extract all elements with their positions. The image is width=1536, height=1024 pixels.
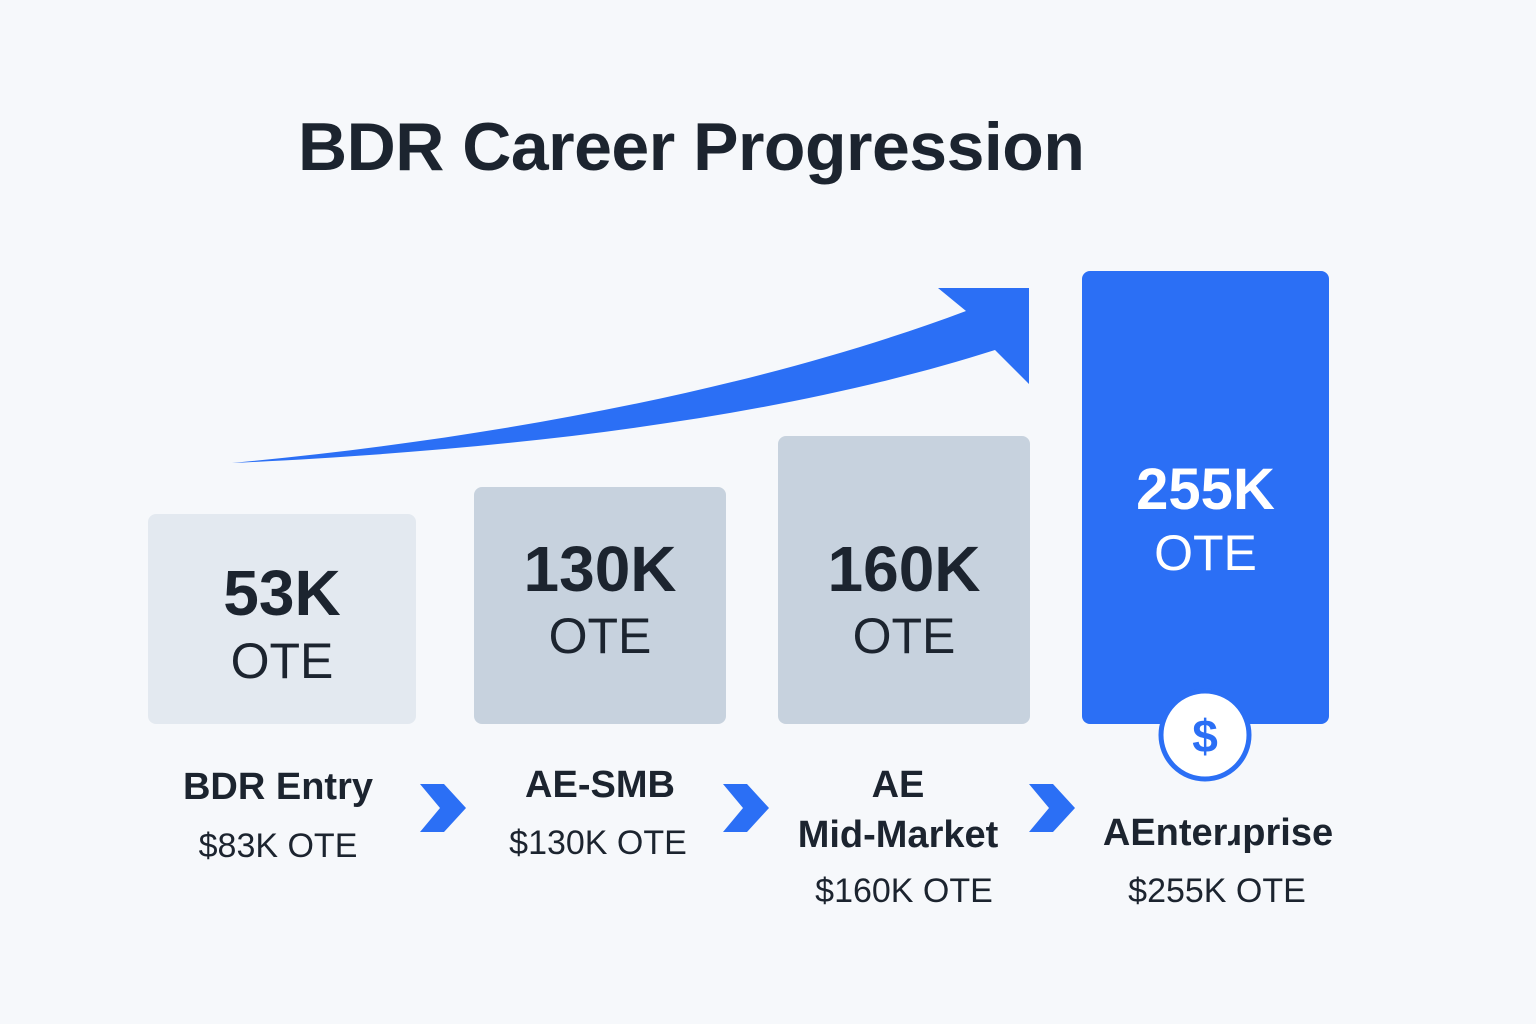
role-salary-bdr-entry: $83K OTE	[198, 827, 358, 865]
role-label-ae-enterprise: AEnterɹprise	[1102, 812, 1334, 854]
bar-3	[778, 436, 1030, 724]
role-salary-ae-smb: $130K OTE	[509, 824, 687, 862]
bar-unit-label: OTE	[231, 633, 334, 689]
svg-text:$: $	[1192, 710, 1218, 762]
role-label-bdr-entry: BDR Entry	[182, 766, 374, 808]
bar-2	[474, 487, 726, 724]
bar-unit-label: OTE	[853, 608, 956, 664]
bar-unit-label: OTE	[549, 608, 652, 664]
bar-1	[148, 514, 416, 724]
bar-value-label: 160K	[828, 533, 981, 605]
role-label-ae-mid-market: AE Mid-Market	[738, 760, 1058, 860]
trend-arrow-icon	[232, 288, 1029, 463]
chevron-right-icon	[723, 784, 769, 832]
bar-4	[1082, 271, 1329, 724]
page-title: BDR Career Progression	[298, 109, 1085, 185]
chevron-right-icon	[420, 784, 466, 832]
role-label-line-1: AE	[871, 764, 925, 806]
bar-value-label: 255K	[1136, 457, 1275, 522]
role-label-ae-smb: AE-SMB	[525, 764, 675, 806]
role-salary-ae-mid-market: $160K OTE	[815, 872, 993, 910]
bar-value-label: 53K	[223, 557, 340, 629]
bar-value-label: 130K	[524, 533, 677, 605]
bar-unit-label: OTE	[1154, 525, 1257, 581]
role-label-line-2: Mid-Market	[797, 814, 999, 856]
role-salary-ae-enterprise: $255K OTE	[1128, 872, 1306, 910]
chevron-right-icon	[1029, 784, 1075, 832]
dollar-icon: $	[1158, 688, 1252, 782]
